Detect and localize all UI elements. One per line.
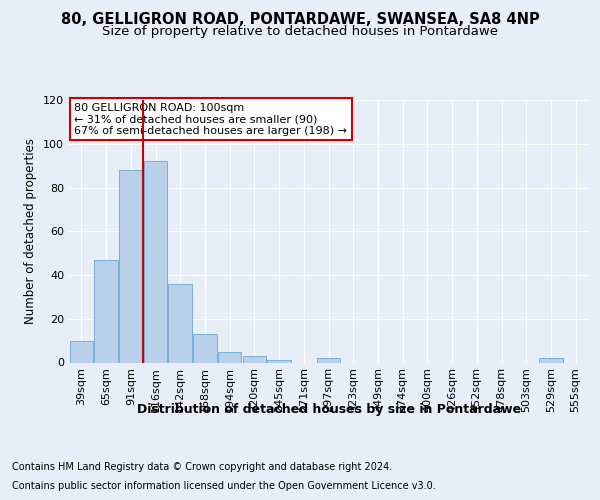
Text: Size of property relative to detached houses in Pontardawe: Size of property relative to detached ho… — [102, 25, 498, 38]
Text: 80 GELLIGRON ROAD: 100sqm
← 31% of detached houses are smaller (90)
67% of semi-: 80 GELLIGRON ROAD: 100sqm ← 31% of detac… — [74, 102, 347, 136]
Text: 80, GELLIGRON ROAD, PONTARDAWE, SWANSEA, SA8 4NP: 80, GELLIGRON ROAD, PONTARDAWE, SWANSEA,… — [61, 12, 539, 28]
Bar — [242, 356, 266, 362]
Bar — [317, 358, 340, 362]
Bar — [144, 161, 167, 362]
Bar — [70, 340, 93, 362]
Bar — [119, 170, 143, 362]
Bar — [268, 360, 291, 362]
Bar — [193, 334, 217, 362]
Bar — [94, 260, 118, 362]
Text: Contains HM Land Registry data © Crown copyright and database right 2024.: Contains HM Land Registry data © Crown c… — [12, 462, 392, 472]
Text: Contains public sector information licensed under the Open Government Licence v3: Contains public sector information licen… — [12, 481, 436, 491]
Bar — [218, 352, 241, 362]
Y-axis label: Number of detached properties: Number of detached properties — [25, 138, 37, 324]
Bar — [539, 358, 563, 362]
Text: Distribution of detached houses by size in Pontardawe: Distribution of detached houses by size … — [137, 402, 521, 415]
Bar — [169, 284, 192, 362]
